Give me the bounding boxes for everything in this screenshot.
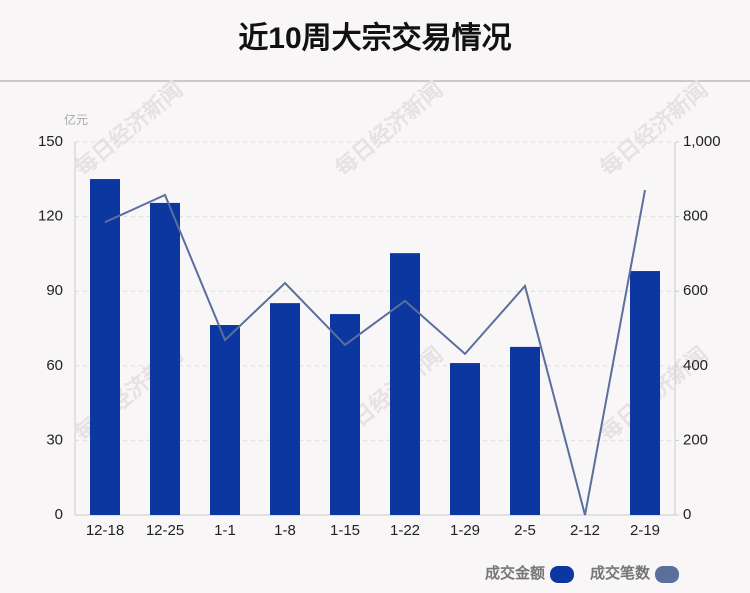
bar: [150, 202, 180, 515]
y2-tick-label: 200: [683, 431, 708, 448]
x-tick-label: 2-5: [514, 522, 536, 539]
bar: [390, 253, 420, 516]
y2-tick-label: 400: [683, 357, 708, 374]
bar: [630, 271, 660, 515]
y2-tick-label: 800: [683, 208, 708, 225]
y-tick-label: 30: [46, 431, 63, 448]
chart-title: 近10周大宗交易情况: [238, 21, 511, 55]
line: [104, 189, 646, 516]
bar: [90, 179, 120, 515]
y2-tick-label: 600: [683, 282, 708, 299]
y-tick-label: 0: [55, 506, 63, 523]
y-tick-label: 60: [46, 357, 63, 374]
y-tick-label: 120: [38, 208, 63, 225]
y-unit: 亿元: [64, 112, 88, 127]
legend-swatch: [655, 566, 680, 583]
y2-tick-label: 0: [683, 506, 691, 523]
x-tick-label: 1-15: [330, 522, 360, 539]
bar: [330, 314, 360, 515]
bar: [210, 325, 240, 515]
x-tick-label: 1-22: [390, 522, 420, 539]
y-tick-label: 150: [38, 133, 63, 150]
legend-label: 成交笔数: [590, 564, 651, 582]
bar: [450, 363, 480, 515]
legend-swatch: [550, 566, 575, 583]
legend-label: 成交金额: [485, 564, 545, 582]
x-tick-label: 1-8: [274, 522, 296, 539]
x-tick-label: 12-25: [146, 522, 184, 539]
x-tick-label: 2-12: [570, 522, 600, 539]
y2-tick-label: 1,000: [683, 133, 721, 150]
bar: [510, 346, 540, 515]
bar: [270, 303, 300, 515]
x-tick-label: 12-18: [86, 522, 124, 539]
x-tick-label: 2-19: [630, 522, 660, 539]
x-tick-label: 1-29: [450, 522, 480, 539]
y-tick-label: 90: [46, 282, 63, 299]
x-tick-label: 1-1: [214, 522, 236, 539]
